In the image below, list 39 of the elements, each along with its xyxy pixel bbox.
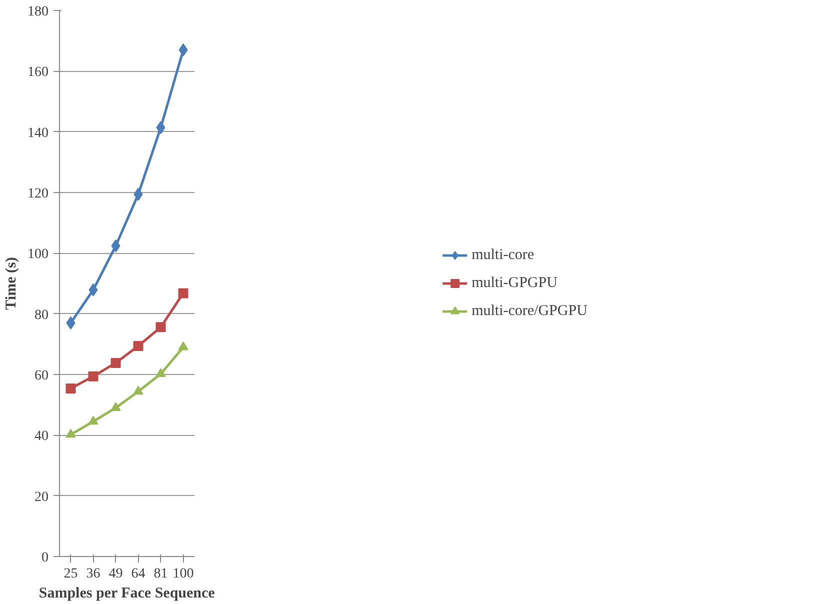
y-tick-label: 60: [34, 368, 48, 384]
y-tick-label: 160: [28, 65, 48, 80]
point: [133, 340, 144, 351]
point: [110, 402, 121, 411]
point: [133, 386, 144, 395]
point: [88, 371, 98, 382]
point: [178, 288, 188, 298]
point: [88, 416, 98, 425]
x-tick-label: 100: [172, 566, 194, 582]
y-tick-label: 80: [34, 308, 48, 323]
y-tick-label: 0: [42, 550, 48, 566]
y-axis-title: Time (s): [4, 257, 20, 310]
x-tick-label: 49: [108, 566, 123, 582]
y-tick-label: 140: [28, 126, 48, 141]
x-tick-label: 81: [154, 566, 168, 582]
point: [110, 358, 121, 368]
y-tick-label: 180: [28, 4, 48, 20]
x-tick-label: 36: [86, 566, 100, 582]
x-axis-title: Samples per Face Sequence: [38, 586, 216, 602]
y-tick-label: 120: [28, 186, 48, 202]
legend-label: multi-core/GPGPU: [472, 302, 588, 320]
x-tick-label: 25: [64, 566, 78, 582]
point: [66, 383, 76, 394]
x-tick-label: 64: [131, 566, 146, 582]
point: [66, 316, 76, 330]
point: [178, 43, 188, 56]
point: [178, 342, 188, 350]
y-tick-label: 20: [34, 490, 48, 505]
point: [134, 188, 143, 201]
legend-label: multi-GPGPU: [472, 274, 558, 292]
legend-label: multi-core: [472, 246, 534, 264]
point: [111, 239, 120, 252]
point: [156, 121, 166, 134]
point: [66, 428, 76, 438]
y-tick-label: 100: [28, 247, 48, 262]
y-tick-label: 40: [34, 429, 48, 444]
point: [156, 322, 166, 332]
point: [156, 368, 166, 377]
point: [88, 283, 98, 296]
